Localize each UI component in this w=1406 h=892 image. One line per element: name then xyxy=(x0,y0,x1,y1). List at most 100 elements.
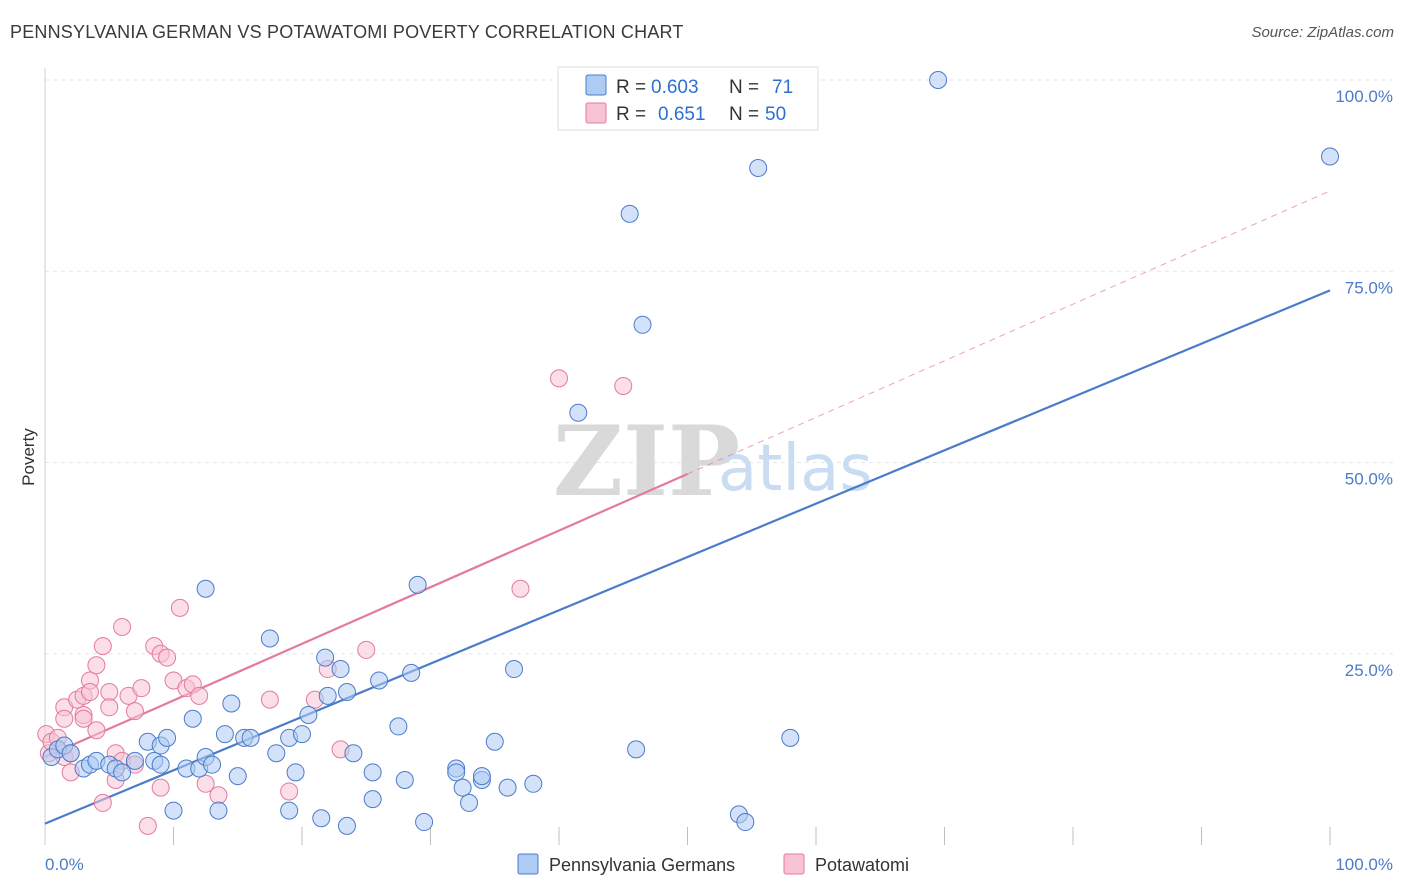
source-label: Source: ZipAtlas.com xyxy=(1251,24,1394,41)
point-pennsylvania-germans xyxy=(363,763,382,782)
trend-line-pennsylvania-germans xyxy=(44,289,1331,825)
chart-title: PENNSYLVANIA GERMAN VS POTAWATOMI POVERT… xyxy=(10,22,684,42)
legend-bottom-swatch-potawatomi xyxy=(783,853,805,875)
legend-r-label: R = xyxy=(616,104,646,125)
point-potawatomi xyxy=(93,793,112,812)
y-tick-labels: 25.0% 50.0% 75.0% 100.0% xyxy=(1335,87,1393,680)
point-potawatomi xyxy=(280,782,299,801)
point-pennsylvania-germans xyxy=(215,725,234,744)
point-pennsylvania-germans xyxy=(125,751,144,770)
points-layer xyxy=(37,71,1339,835)
point-potawatomi xyxy=(55,709,74,728)
watermark-atlas: atlas xyxy=(718,432,873,506)
point-potawatomi xyxy=(209,786,228,805)
point-pennsylvania-germans xyxy=(569,403,588,422)
point-pennsylvania-germans xyxy=(498,778,517,797)
legend-n-value: 50 xyxy=(765,104,786,125)
point-pennsylvania-germans xyxy=(318,686,337,705)
x-tick-label-max: 100.0% xyxy=(1335,855,1393,874)
grid-layer xyxy=(45,79,1395,655)
point-pennsylvania-germans xyxy=(524,774,543,793)
legend-swatch-potawatomi xyxy=(585,102,607,124)
point-potawatomi xyxy=(614,377,633,395)
point-pennsylvania-germans xyxy=(736,813,755,832)
point-potawatomi xyxy=(80,683,99,701)
point-pennsylvania-germans xyxy=(228,767,247,786)
point-pennsylvania-germans xyxy=(344,744,363,763)
point-potawatomi xyxy=(158,648,177,667)
watermark-zip: ZIP xyxy=(553,405,740,518)
point-pennsylvania-germans xyxy=(312,809,331,828)
legend-swatch-pennsylvania-germans xyxy=(585,74,607,96)
point-pennsylvania-germans xyxy=(485,732,504,751)
point-pennsylvania-germans xyxy=(209,801,228,820)
point-potawatomi xyxy=(260,690,279,709)
trend-line-potawatomi xyxy=(44,472,688,759)
point-pennsylvania-germans xyxy=(453,778,472,797)
point-pennsylvania-germans xyxy=(286,763,305,782)
point-pennsylvania-germans xyxy=(61,744,80,763)
legend-top: R = 0.603 N = 71 R = 0.651 N = 50 xyxy=(557,66,819,131)
point-potawatomi xyxy=(132,679,151,698)
legend-n-label: N = xyxy=(729,104,759,125)
axis-layer xyxy=(44,68,1331,845)
y-tick-label: 75.0% xyxy=(1345,278,1393,297)
point-potawatomi xyxy=(357,640,376,659)
point-pennsylvania-germans xyxy=(280,801,299,820)
point-potawatomi xyxy=(190,686,209,705)
y-axis-title: Poverty xyxy=(19,428,38,486)
legend-r-value: 0.603 xyxy=(651,77,699,98)
point-pennsylvania-germans xyxy=(331,660,350,679)
point-pennsylvania-germans xyxy=(316,648,335,667)
legend-bottom: Pennsylvania Germans Potawatomi xyxy=(517,853,909,875)
point-potawatomi xyxy=(100,698,119,717)
point-pennsylvania-germans xyxy=(337,816,356,835)
point-pennsylvania-germans xyxy=(1321,147,1339,166)
point-potawatomi xyxy=(125,702,144,721)
trend-layer xyxy=(44,190,1331,825)
point-potawatomi xyxy=(74,709,93,728)
legend-bottom-swatch-pennsylvania-germans xyxy=(517,853,539,875)
point-pennsylvania-germans xyxy=(151,755,170,774)
point-potawatomi xyxy=(170,598,189,617)
point-pennsylvania-germans xyxy=(293,725,311,744)
point-pennsylvania-germans xyxy=(929,71,948,89)
legend-bottom-label: Potawatomi xyxy=(815,855,909,875)
point-potawatomi xyxy=(151,778,170,797)
point-pennsylvania-germans xyxy=(633,315,652,334)
point-potawatomi xyxy=(100,683,119,701)
point-pennsylvania-germans xyxy=(402,663,421,682)
trend-line-extension xyxy=(687,190,1331,475)
point-pennsylvania-germans xyxy=(389,717,408,736)
point-pennsylvania-germans xyxy=(337,683,356,701)
point-pennsylvania-germans xyxy=(749,158,768,177)
point-pennsylvania-germans xyxy=(222,694,241,713)
y-tick-label: 25.0% xyxy=(1345,661,1393,680)
legend-n-value: 71 xyxy=(772,77,793,98)
legend-r-label: R = xyxy=(616,77,646,98)
x-tick-labels: 0.0% 100.0% xyxy=(45,855,1393,874)
point-potawatomi xyxy=(138,816,157,835)
point-pennsylvania-germans xyxy=(203,755,222,774)
point-pennsylvania-germans xyxy=(183,709,202,728)
point-pennsylvania-germans xyxy=(370,671,389,690)
point-potawatomi xyxy=(93,637,112,656)
point-potawatomi xyxy=(87,656,106,675)
point-potawatomi xyxy=(550,369,568,388)
legend-r-value: 0.651 xyxy=(658,104,706,125)
point-pennsylvania-germans xyxy=(241,728,260,747)
point-pennsylvania-germans xyxy=(620,204,639,223)
point-pennsylvania-germans xyxy=(447,763,466,782)
point-pennsylvania-germans xyxy=(460,793,479,812)
point-potawatomi xyxy=(87,721,106,740)
point-pennsylvania-germans xyxy=(196,579,215,598)
point-pennsylvania-germans xyxy=(164,801,183,820)
point-pennsylvania-germans xyxy=(781,728,800,747)
point-pennsylvania-germans xyxy=(472,767,491,786)
point-pennsylvania-germans xyxy=(395,770,414,789)
point-pennsylvania-germans xyxy=(267,744,286,763)
legend-bottom-label: Pennsylvania Germans xyxy=(549,855,735,875)
point-pennsylvania-germans xyxy=(415,813,434,832)
point-potawatomi xyxy=(196,774,215,793)
